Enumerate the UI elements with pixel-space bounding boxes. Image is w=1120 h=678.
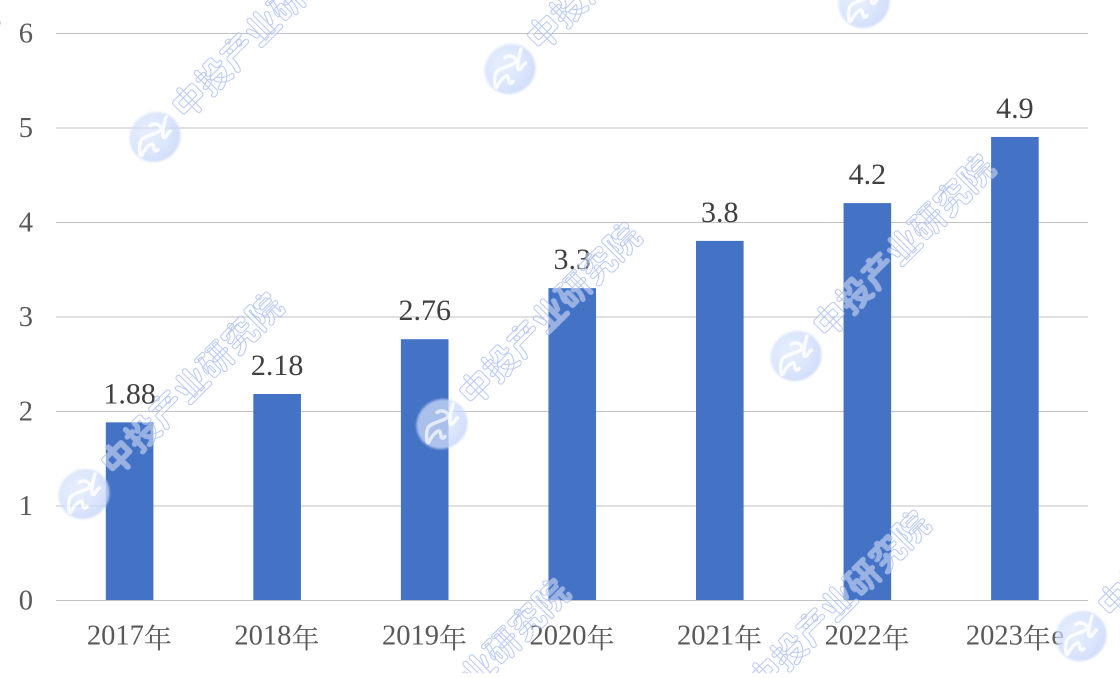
svg-text:4: 4 (19, 208, 33, 239)
svg-text:1: 1 (19, 491, 33, 522)
svg-text:2021: 2021 (677, 620, 734, 651)
svg-text:2.76: 2.76 (398, 294, 451, 327)
svg-text:4.2: 4.2 (849, 158, 887, 191)
svg-text:0: 0 (19, 586, 33, 617)
svg-text:2017: 2017 (87, 620, 144, 651)
svg-text:2019: 2019 (382, 620, 439, 651)
svg-text:2023: 2023 (966, 620, 1023, 651)
svg-text:2.18: 2.18 (251, 349, 304, 382)
svg-text:2: 2 (19, 397, 33, 428)
svg-text:2022: 2022 (825, 620, 882, 651)
svg-text:3: 3 (19, 302, 33, 333)
svg-text:3.8: 3.8 (701, 196, 739, 229)
svg-text:6: 6 (19, 19, 33, 50)
svg-text:5: 5 (19, 113, 33, 144)
svg-text:1.88: 1.88 (103, 377, 156, 410)
svg-text:2018: 2018 (234, 620, 291, 651)
svg-text:4.9: 4.9 (996, 92, 1034, 125)
